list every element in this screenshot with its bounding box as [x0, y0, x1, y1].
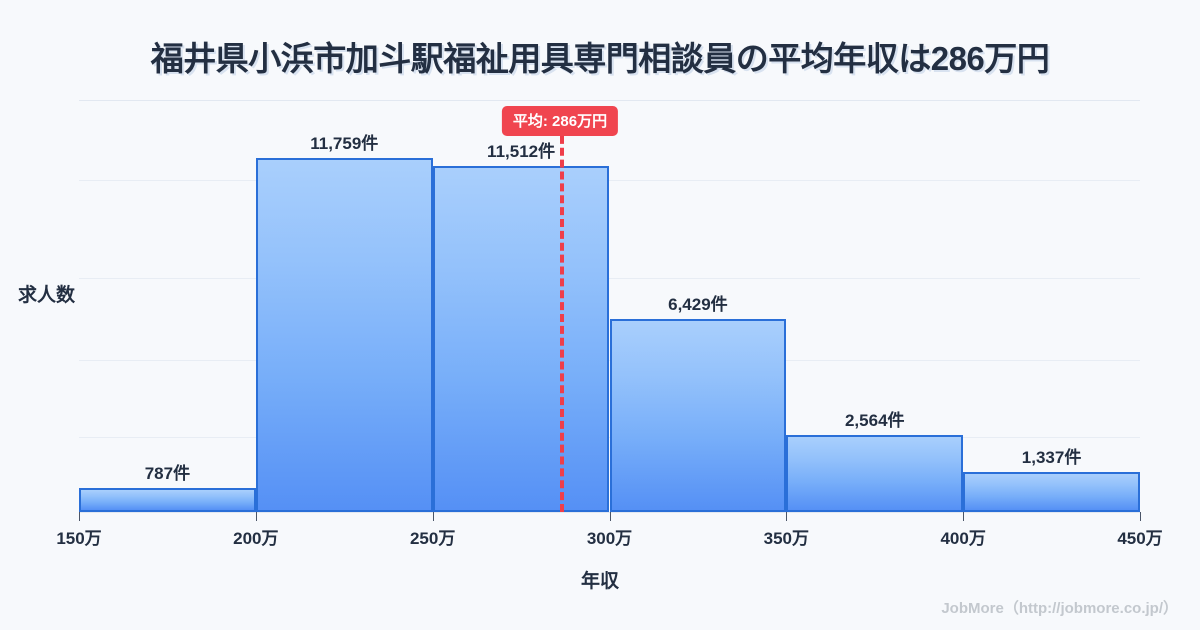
y-axis-title: 求人数 [18, 285, 76, 306]
histogram-bar [79, 488, 256, 512]
histogram-bar [432, 165, 610, 512]
x-axis-tick-label: 450万 [1117, 529, 1163, 548]
x-axis-title: 年収 [580, 571, 619, 592]
gridline [79, 278, 1140, 279]
histogram-bar [609, 318, 787, 512]
x-axis-tick [786, 512, 788, 521]
x-axis-tick-label: 400万 [940, 529, 986, 548]
x-axis-tick [963, 512, 965, 521]
plot-area: 787件 11,759件 11,512件 6,429件 2,564件 1,337件 平均:… [79, 100, 1140, 512]
histogram-bar [786, 434, 964, 512]
x-axis-tick-label: 300万 [586, 529, 633, 548]
gridline [79, 180, 1140, 181]
bar-value-label: 787件 [144, 464, 191, 484]
x-axis-tick-label: 250万 [409, 529, 456, 548]
bar-value-label: 11,759件 [310, 134, 379, 154]
x-axis-tick [255, 512, 257, 521]
chart-title: 福井県小浜市加斗駅福祉用具専門相談員の平均年収は286万円 [150, 40, 1050, 77]
x-axis-tick-label: 350万 [763, 529, 810, 548]
x-axis-tick [79, 512, 80, 521]
x-axis-tick [609, 512, 611, 521]
x-axis-tick-label: 200万 [233, 529, 279, 548]
average-badge: 平均: 286万円 [501, 106, 619, 136]
histogram-bar [963, 471, 1140, 512]
x-axis-tick-label: 150万 [56, 529, 102, 548]
x-axis-tick [1140, 512, 1141, 521]
watermark: JobMore（http://jobmore.co.jp/） [941, 600, 1178, 617]
bar-value-label: 6,429件 [668, 294, 728, 314]
bar-value-label: 11,512件 [487, 141, 556, 161]
average-line [559, 124, 564, 512]
x-axis-tick [432, 512, 434, 521]
bar-value-label: 1,337件 [1021, 447, 1082, 467]
bar-value-label: 2,564件 [844, 410, 905, 430]
histogram-bar [255, 158, 433, 512]
gridline [79, 100, 1140, 101]
